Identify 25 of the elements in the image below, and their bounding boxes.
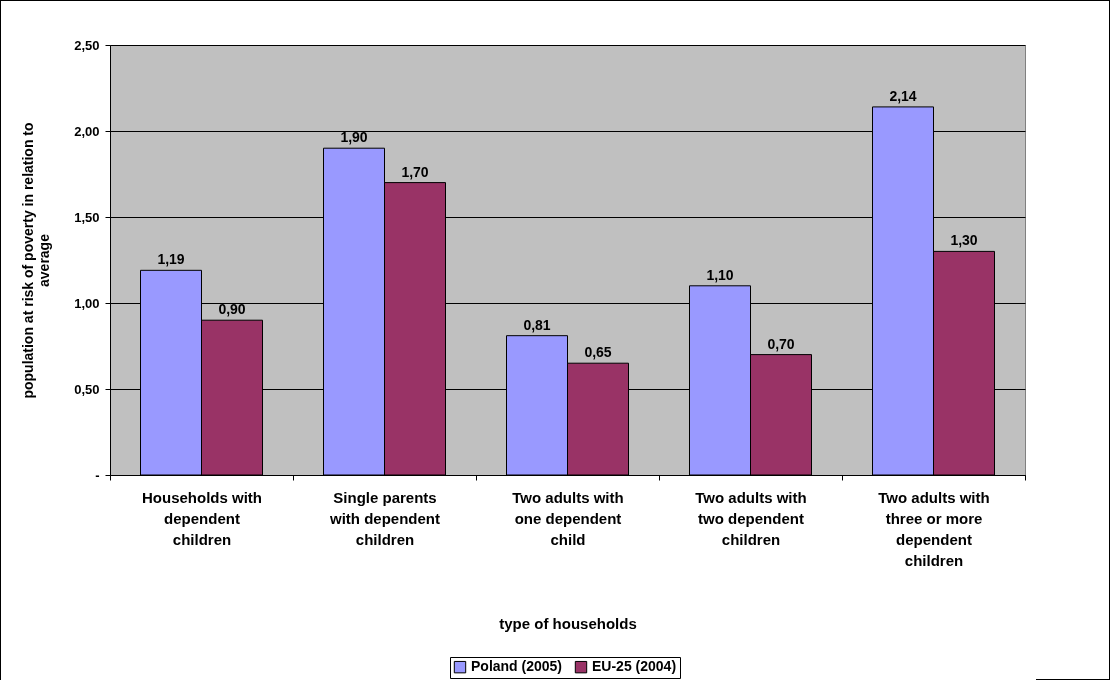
y-tick-label: - xyxy=(95,467,100,483)
x-tick-label: Single parents with dependent children xyxy=(329,488,440,548)
data-label: 0,90 xyxy=(218,301,246,318)
x-tick-label: Two adults with one dependent child xyxy=(512,488,624,548)
legend-label: EU-25 (2004) xyxy=(592,658,677,675)
x-axis-title: type of households xyxy=(499,614,637,632)
data-label: 0,65 xyxy=(584,344,612,361)
data-label: 1,30 xyxy=(950,232,978,249)
y-tick-label: 1,50 xyxy=(74,209,100,225)
y-tick-label: 2,00 xyxy=(74,123,100,139)
data-label: 1,70 xyxy=(401,163,429,180)
y-tick-label: 0,50 xyxy=(74,381,100,397)
x-tick-label: Households with dependent children xyxy=(142,488,262,548)
data-label: 2,14 xyxy=(889,87,917,104)
data-label: 0,70 xyxy=(767,335,795,352)
y-axis-title: population at risk of poverty in relation to average xyxy=(20,122,53,399)
x-tick-label: Two adults with two dependent children xyxy=(695,488,807,548)
y-tick-label: 2,50 xyxy=(74,37,100,53)
y-tick-label: 1,00 xyxy=(74,295,100,311)
legend-label: Poland (2005) xyxy=(471,658,563,675)
data-label: 0,81 xyxy=(523,316,551,333)
data-label: 1,10 xyxy=(706,266,734,283)
data-label: 1,90 xyxy=(340,129,368,146)
data-label: 1,19 xyxy=(157,251,185,268)
x-tick-label: Two adults with three or more dependent children xyxy=(878,488,990,569)
